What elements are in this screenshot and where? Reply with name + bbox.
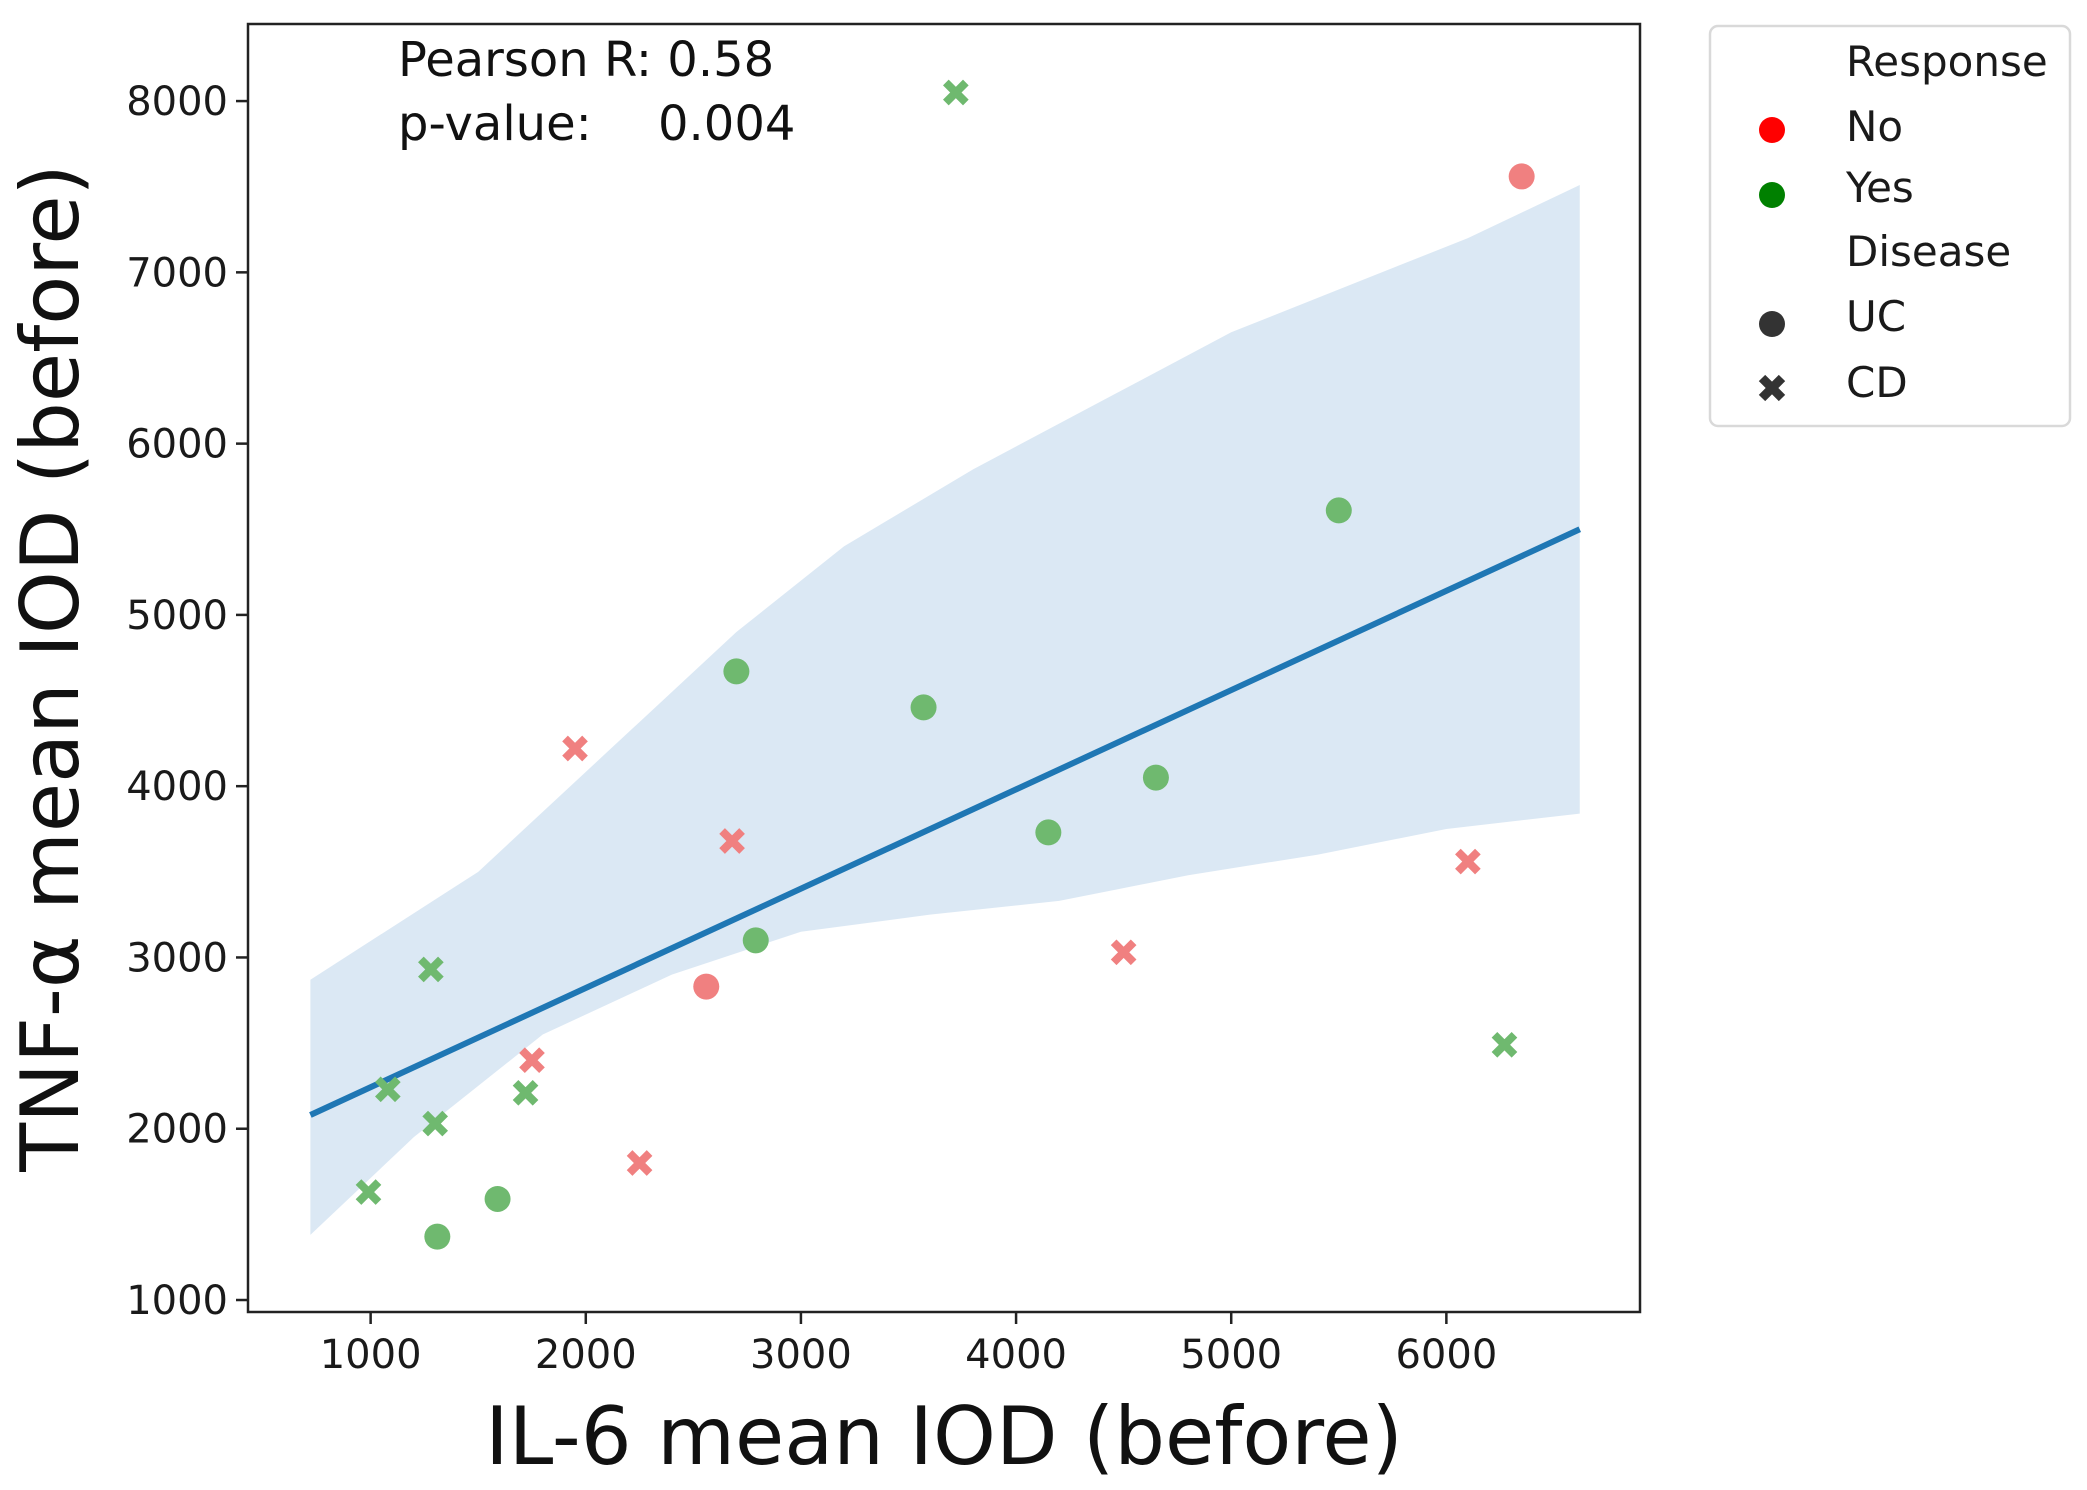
confidence-band [310, 185, 1580, 1235]
legend-disease-title: Disease [1846, 227, 2011, 276]
data-point-no-cd [1455, 848, 1481, 875]
legend-no-marker [1759, 117, 1785, 143]
y-tick-label: 3000 [126, 935, 228, 981]
legend-uc-label: UC [1846, 292, 1906, 341]
x-tick-label: 6000 [1395, 1332, 1497, 1378]
legend-yes-marker [1759, 182, 1785, 208]
legend-cd-label: CD [1846, 358, 1908, 407]
data-point-no-uc [693, 973, 720, 1000]
y-tick-label: 8000 [126, 79, 228, 125]
x-axis-title: IL-6 mean IOD (before) [485, 1390, 1403, 1483]
legend-cd-marker [1758, 374, 1786, 402]
data-point-no-cd [1110, 939, 1137, 966]
data-point-yes-cd [375, 1076, 401, 1103]
legend-no-label: No [1846, 102, 1903, 151]
data-point-yes-uc [1325, 497, 1352, 524]
data-point-yes-uc [424, 1223, 451, 1250]
plot-frame [246, 22, 1642, 1314]
data-point-yes-cd [418, 956, 444, 983]
x-axis-ticks: 1000 2000 3000 4000 5000 6000 [320, 1312, 1497, 1378]
x-tick-label: 1000 [320, 1332, 422, 1378]
x-tick-label: 4000 [965, 1332, 1067, 1378]
data-point-yes-uc [910, 694, 937, 721]
data-point-no-cd [719, 828, 745, 854]
pearson-r-text: Pearson R: 0.58 [398, 32, 774, 88]
data-point-yes-uc [1142, 764, 1169, 791]
data-point-no-cd [562, 735, 588, 762]
y-tick-label: 7000 [126, 250, 228, 296]
legend-uc-marker [1759, 311, 1785, 337]
data-point-yes-cd [1491, 1031, 1518, 1058]
data-point-yes-uc [484, 1185, 511, 1212]
data-point-no-cd [519, 1047, 545, 1074]
x-tick-label: 5000 [1180, 1332, 1282, 1378]
data-point-yes-uc [742, 927, 769, 954]
y-tick-label: 4000 [126, 764, 228, 810]
y-tick-label: 6000 [126, 422, 228, 468]
data-point-yes-cd [943, 79, 969, 106]
y-tick-label: 5000 [126, 593, 228, 639]
legend: Response No Yes Disease UC CD [1708, 24, 2072, 428]
y-tick-label: 1000 [126, 1278, 228, 1324]
data-point-yes-cd [355, 1179, 382, 1205]
x-tick-label: 3000 [750, 1332, 852, 1378]
legend-yes-label: Yes [1845, 163, 1914, 212]
legend-box [1708, 24, 2072, 428]
data-point-yes-uc [723, 658, 750, 685]
y-axis-title: TNF-α mean IOD (before) [4, 164, 97, 1173]
data-point-no-cd [626, 1150, 653, 1176]
y-tick-label: 2000 [126, 1107, 228, 1153]
data-points-layer [355, 79, 1535, 1250]
data-point-yes-cd [512, 1079, 539, 1106]
data-point-yes-cd [422, 1110, 449, 1137]
confidence-band-layer [310, 185, 1580, 1235]
x-tick-label: 2000 [535, 1332, 637, 1378]
p-value-label: p-value: [398, 96, 592, 152]
y-axis-ticks: 1000 2000 3000 4000 5000 6000 7000 8000 [126, 79, 248, 1324]
regression-line [309, 526, 1582, 1118]
legend-response-title: Response [1846, 37, 2048, 86]
regression-layer [309, 526, 1582, 1118]
data-point-yes-uc [1035, 819, 1062, 846]
data-point-no-uc [1508, 163, 1535, 190]
p-value-text: 0.004 [658, 96, 795, 152]
